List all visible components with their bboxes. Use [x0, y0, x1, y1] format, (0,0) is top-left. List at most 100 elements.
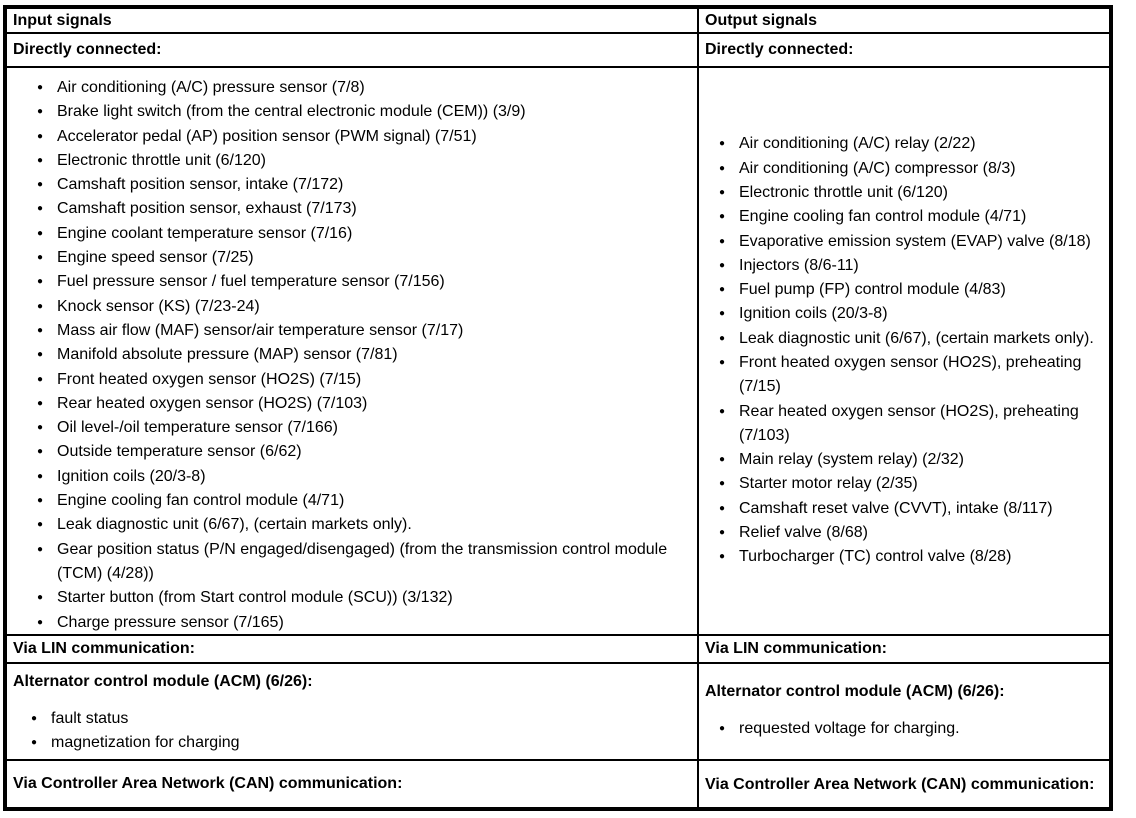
list-item-text: Starter button (from Start control modul…	[57, 589, 453, 607]
output-direct-list: ● Air conditioning (A/C) relay (2/22) ● Ai…	[705, 132, 1103, 569]
bullet-icon: ●	[719, 259, 726, 271]
list-item-text: Air conditioning (A/C) compressor (8/3)	[739, 159, 1016, 177]
list-item: ● Rear heated oxygen sensor (HO2S) (7/103…	[37, 392, 691, 416]
bullet-icon: ●	[37, 495, 44, 507]
list-item-text: Rear heated oxygen sensor (HO2S) (7/103)	[57, 394, 368, 412]
list-item-text: Leak diagnostic unit (6/67), (certain ma…	[739, 329, 1094, 347]
list-item-text: Air conditioning (A/C) relay (2/22)	[739, 135, 976, 153]
bullet-icon: ●	[719, 454, 726, 466]
list-item: ● Accelerator pedal (AP) position sensor …	[37, 125, 691, 149]
bullet-icon: ●	[719, 138, 726, 150]
list-item-text: Mass air flow (MAF) sensor/air temperatu…	[57, 321, 464, 339]
list-item-text: Accelerator pedal (AP) position sensor (…	[57, 127, 477, 145]
bullet-icon: ●	[37, 543, 44, 555]
bullet-icon: ●	[37, 276, 44, 288]
bullet-icon: ●	[37, 106, 44, 118]
list-item-text: Rear heated oxygen sensor (HO2S), prehea…	[739, 402, 1079, 444]
list-item-text: Outside temperature sensor (6/62)	[57, 443, 302, 461]
list-item-text: Air conditioning (A/C) pressure sensor (…	[57, 79, 365, 96]
list-item: ● Injectors (8/6-11)	[719, 254, 1103, 278]
list-item-text: fault status	[51, 710, 129, 727]
bullet-icon: ●	[37, 349, 44, 361]
list-item-text: Fuel pressure sensor / fuel temperature …	[57, 273, 445, 291]
bullet-icon: ●	[37, 373, 44, 385]
output-acm-list: ● requested voltage for charging.	[705, 717, 1103, 741]
bullet-icon: ●	[719, 527, 726, 539]
list-item-text: Manifold absolute pressure (MAP) sensor …	[57, 346, 398, 364]
list-item-text: Ignition coils (20/3-8)	[739, 305, 888, 323]
bullet-icon: ●	[37, 446, 44, 458]
bullet-icon: ●	[37, 324, 44, 336]
bullet-icon: ●	[719, 478, 726, 490]
list-item: ● Engine cooling fan control module (4/71…	[719, 205, 1103, 229]
input-can-header: Via Controller Area Network (CAN) commun…	[7, 761, 697, 807]
list-item: ● Ignition coils (20/3-8)	[719, 302, 1103, 326]
list-item: ● Front heated oxygen sensor (HO2S), preh…	[719, 351, 1103, 400]
list-item-text: Engine cooling fan control module (4/71)	[57, 492, 345, 510]
bullet-icon: ●	[37, 616, 44, 628]
list-item-text: Engine coolant temperature sensor (7/16)	[57, 224, 353, 242]
list-item: ● Engine speed sensor (7/25)	[37, 246, 691, 270]
list-item: ● Relief valve (8/68)	[719, 521, 1103, 545]
list-item: ● Gear position status (P/N engaged/disen…	[37, 538, 691, 587]
input-directly-connected-header: Directly connected:	[7, 34, 697, 66]
list-item-text: Evaporative emission system (EVAP) valve…	[739, 232, 1091, 250]
output-can-header: Via Controller Area Network (CAN) commun…	[699, 761, 1109, 807]
list-item: ● Air conditioning (A/C) pressure sensor …	[37, 76, 691, 100]
output-signals-header: Output signals	[699, 9, 1109, 32]
list-item: ● Camshaft position sensor, intake (7/172…	[37, 173, 691, 197]
list-item-text: Engine cooling fan control module (4/71)	[739, 208, 1027, 226]
bullet-icon: ●	[37, 252, 44, 264]
list-item: ● Electronic throttle unit (6/120)	[719, 181, 1103, 205]
bullet-icon: ●	[719, 405, 726, 417]
list-item: ● Rear heated oxygen sensor (HO2S), prehe…	[719, 400, 1103, 449]
list-item: ● Air conditioning (A/C) compressor (8/3)	[719, 157, 1103, 181]
bullet-icon: ●	[719, 308, 726, 320]
bullet-icon: ●	[37, 397, 44, 409]
list-item-text: Oil level-/oil temperature sensor (7/166…	[57, 419, 339, 437]
list-item: ● Mass air flow (MAF) sensor/air temperat…	[37, 319, 691, 343]
list-item-text: Camshaft reset valve (CVVT), intake (8/1…	[739, 499, 1053, 517]
list-item-text: Engine speed sensor (7/25)	[57, 249, 254, 267]
list-item: ● Oil level-/oil temperature sensor (7/16…	[37, 416, 691, 440]
input-acm-list: ● fault status ● magnetization for chargin…	[13, 707, 691, 756]
list-item: ● Fuel pressure sensor / fuel temperature…	[37, 270, 691, 294]
list-item: ● Camshaft reset valve (CVVT), intake (8/…	[719, 497, 1103, 521]
list-item-text: Electronic throttle unit (6/120)	[739, 183, 948, 201]
list-item: ● Front heated oxygen sensor (HO2S) (7/15…	[37, 368, 691, 392]
list-item: ● magnetization for charging	[31, 731, 691, 755]
list-item-text: Camshaft position sensor, intake (7/172)	[57, 176, 344, 194]
list-item: ● Outside temperature sensor (6/62)	[37, 440, 691, 464]
bullet-icon: ●	[37, 519, 44, 531]
bullet-icon: ●	[719, 502, 726, 514]
list-item: ● Electronic throttle unit (6/120)	[37, 149, 691, 173]
list-item: ● Brake light switch (from the central el…	[37, 100, 691, 124]
input-direct-list-cell: ● Air conditioning (A/C) pressure sensor …	[7, 68, 697, 634]
list-item: ● Leak diagnostic unit (6/67), (certain m…	[37, 513, 691, 537]
list-item-text: Knock sensor (KS) (7/23-24)	[57, 297, 260, 315]
list-item: ● Knock sensor (KS) (7/23-24)	[37, 295, 691, 319]
list-item: ● Charge pressure sensor (7/165)	[37, 611, 691, 634]
list-item-text: Fuel pump (FP) control module (4/83)	[739, 281, 1006, 299]
list-item-text: Main relay (system relay) (2/32)	[739, 451, 964, 469]
list-item-text: Starter motor relay (2/35)	[739, 475, 918, 493]
list-item: ● Engine cooling fan control module (4/71…	[37, 489, 691, 513]
list-item-text: Electronic throttle unit (6/120)	[57, 151, 266, 169]
list-item: ● requested voltage for charging.	[719, 717, 1103, 741]
bullet-icon: ●	[37, 422, 44, 434]
list-item: ● Leak diagnostic unit (6/67), (certain m…	[719, 327, 1103, 351]
bullet-icon: ●	[719, 551, 726, 563]
input-signals-header: Input signals	[7, 9, 697, 32]
output-lin-header: Via LIN communication:	[699, 636, 1109, 662]
list-item-text: requested voltage for charging.	[739, 719, 960, 737]
bullet-icon: ●	[719, 211, 726, 223]
bullet-icon: ●	[37, 179, 44, 191]
list-item: ● Ignition coils (20/3-8)	[37, 465, 691, 489]
acm-heading: Alternator control module (ACM) (6/26):	[13, 673, 313, 690]
list-item: ● Starter motor relay (2/35)	[719, 472, 1103, 496]
bullet-icon: ●	[37, 203, 44, 215]
list-item: ● Starter button (from Start control modu…	[37, 586, 691, 610]
list-item-text: Brake light switch (from the central ele…	[57, 103, 526, 121]
bullet-icon: ●	[719, 357, 726, 368]
bullet-icon: ●	[37, 130, 44, 142]
